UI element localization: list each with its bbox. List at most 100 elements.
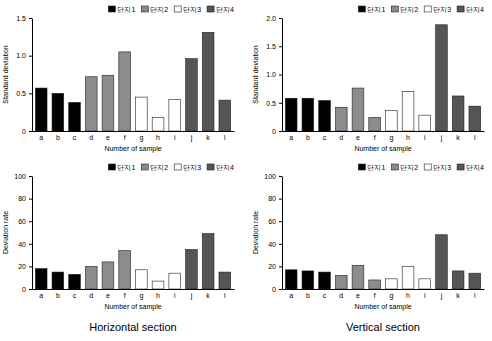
tick-label: h bbox=[406, 292, 410, 299]
tick-mark bbox=[29, 199, 32, 200]
chart-panel: 00.51.01.5abcdefghijklNumber of sampleSt… bbox=[2, 6, 235, 153]
tick: h bbox=[406, 131, 410, 141]
legend-label: 단지1 bbox=[367, 6, 385, 13]
tick: e bbox=[356, 131, 360, 141]
axis-line bbox=[283, 289, 485, 290]
tick-mark bbox=[279, 75, 282, 76]
tick: d bbox=[89, 131, 93, 141]
tick: j bbox=[440, 289, 443, 300]
axis-line bbox=[283, 131, 485, 132]
bar bbox=[186, 59, 198, 131]
tick: e bbox=[106, 131, 110, 141]
bars bbox=[285, 235, 480, 289]
tick-mark bbox=[279, 221, 282, 222]
legend-swatch bbox=[141, 6, 148, 12]
bar bbox=[136, 97, 148, 131]
tick-mark bbox=[29, 18, 32, 19]
tick: a bbox=[39, 131, 43, 141]
tick-label: e bbox=[106, 134, 110, 141]
legend-label: 단지1 bbox=[367, 164, 385, 171]
tick-label: d bbox=[339, 292, 343, 299]
legend-label: 단지2 bbox=[150, 164, 168, 171]
plot-area: 020406080100abcdefghijkl bbox=[14, 173, 234, 300]
bars bbox=[35, 32, 230, 131]
legend-item: 단지3 bbox=[424, 164, 451, 171]
tick: d bbox=[89, 289, 93, 299]
plot-area: 00.51.01.5abcdefghijkl bbox=[16, 15, 234, 142]
bar bbox=[69, 102, 81, 131]
tick-label: i bbox=[174, 292, 176, 299]
tick-mark bbox=[279, 131, 282, 132]
tick: e bbox=[356, 289, 360, 299]
tick-label: 1.0 bbox=[266, 71, 276, 78]
legend-swatch bbox=[424, 164, 431, 170]
tick-label: 1.5 bbox=[16, 15, 26, 22]
tick-label: g bbox=[139, 292, 143, 300]
tick: l bbox=[224, 131, 226, 141]
legend-item: 단지4 bbox=[457, 164, 484, 171]
tick: i bbox=[424, 131, 426, 141]
bar bbox=[319, 100, 331, 131]
legend-swatch bbox=[457, 6, 464, 12]
tick-label: i bbox=[174, 134, 176, 141]
tick: j bbox=[440, 131, 443, 142]
tick: 0 bbox=[22, 128, 32, 135]
legend-label: 단지1 bbox=[117, 6, 135, 13]
bar bbox=[136, 270, 148, 289]
y-axis-title: Standard deviation bbox=[252, 45, 259, 103]
figure: 00.51.01.5abcdefghijklNumber of sampleSt… bbox=[0, 0, 492, 341]
tick-label: j bbox=[190, 292, 193, 300]
tick: 20 bbox=[268, 263, 282, 270]
tick: k bbox=[206, 289, 210, 299]
tick-label: a bbox=[289, 292, 293, 299]
legend-item: 단지2 bbox=[391, 6, 418, 13]
legend-label: 단지3 bbox=[183, 6, 201, 13]
bar bbox=[419, 279, 431, 289]
legend-label: 단지4 bbox=[466, 6, 484, 13]
tick-label: b bbox=[56, 292, 60, 299]
bar bbox=[335, 107, 347, 131]
tick: l bbox=[224, 289, 226, 299]
legend-item: 단지2 bbox=[141, 164, 168, 171]
tick-label: h bbox=[156, 292, 160, 299]
x-axis: abcdefghijkl bbox=[283, 289, 485, 300]
tick-label: l bbox=[474, 292, 476, 299]
axis-line bbox=[282, 177, 283, 290]
legend-item: 단지2 bbox=[391, 164, 418, 171]
bar bbox=[85, 77, 97, 131]
tick-label: b bbox=[306, 292, 310, 299]
bar bbox=[202, 234, 214, 289]
tick-label: 0.5 bbox=[16, 90, 26, 97]
legend: 단지1 단지2 단지3 단지4 bbox=[358, 164, 484, 171]
tick: h bbox=[406, 289, 410, 299]
legend-item: 단지4 bbox=[207, 6, 234, 13]
tick-label: 40 bbox=[268, 241, 276, 248]
legend-swatch bbox=[424, 6, 431, 12]
tick-label: h bbox=[156, 134, 160, 141]
bar bbox=[152, 117, 164, 131]
tick-label: 0 bbox=[272, 128, 276, 135]
tick: e bbox=[106, 289, 110, 299]
y-axis: 0 0.5 1.0 1.5 bbox=[16, 15, 32, 135]
bar bbox=[152, 281, 164, 289]
legend-label: 단지2 bbox=[400, 6, 418, 13]
legend-label: 단지2 bbox=[400, 164, 418, 171]
legend-label: 단지4 bbox=[216, 6, 234, 13]
tick-label: c bbox=[73, 134, 77, 141]
tick-mark bbox=[279, 18, 282, 19]
bar bbox=[469, 106, 481, 131]
legend-item: 단지3 bbox=[174, 6, 201, 13]
tick-label: 1.0 bbox=[16, 52, 26, 59]
tick-label: f bbox=[124, 134, 126, 141]
tick-label: k bbox=[456, 292, 460, 299]
legend-item: 단지1 bbox=[108, 164, 135, 171]
bar bbox=[186, 249, 198, 289]
legend: 단지1단지2단지3단지4 bbox=[108, 164, 234, 171]
tick-label: c bbox=[73, 292, 77, 299]
bar bbox=[219, 100, 231, 131]
tick: l bbox=[474, 289, 476, 299]
caption: Vertical section bbox=[346, 321, 420, 333]
legend-swatch bbox=[141, 164, 148, 170]
tick: 60 bbox=[268, 218, 282, 225]
bar bbox=[335, 275, 347, 289]
